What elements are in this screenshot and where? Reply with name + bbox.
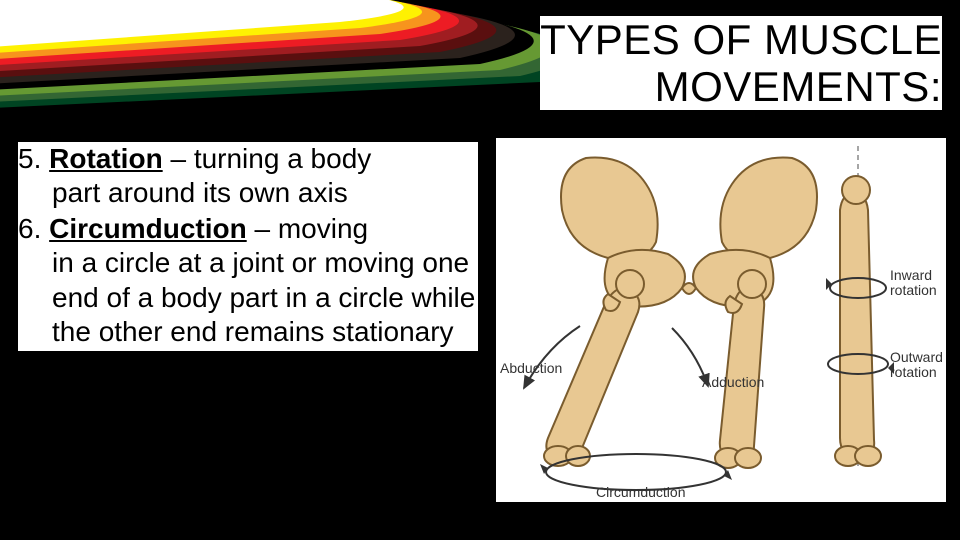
item-number: 6.	[18, 213, 41, 244]
item-dash: –	[247, 213, 278, 244]
item-def-rest: in a circle at a joint or moving one end…	[18, 246, 478, 348]
label-circumduction: Circumduction	[596, 484, 685, 500]
body-text: 5. Rotation – turning a body part around…	[18, 142, 478, 351]
list-item: 6. Circumduction – moving in a circle at…	[18, 212, 478, 349]
label-adduction: Adduction	[702, 374, 764, 390]
label-inward-rotation: Inward rotation	[890, 268, 942, 299]
slide-title: TYPES OF MUSCLE MOVEMENTS:	[540, 16, 942, 110]
item-def-head: turning a body	[194, 143, 371, 174]
label-outward-rotation: Outward rotation	[890, 350, 946, 381]
list-item: 5. Rotation – turning a body part around…	[18, 142, 478, 210]
anatomical-diagram: Abduction Adduction Circumduction Inward…	[496, 138, 946, 502]
item-term: Circumduction	[49, 213, 247, 244]
title-line-1: TYPES OF MUSCLE	[540, 16, 942, 63]
item-def-rest: part around its own axis	[18, 176, 478, 210]
item-term: Rotation	[49, 143, 163, 174]
item-def-head: moving	[278, 213, 368, 244]
item-dash: –	[163, 143, 194, 174]
label-abduction: Abduction	[500, 360, 562, 376]
title-line-2: MOVEMENTS:	[655, 63, 942, 110]
item-number: 5.	[18, 143, 41, 174]
